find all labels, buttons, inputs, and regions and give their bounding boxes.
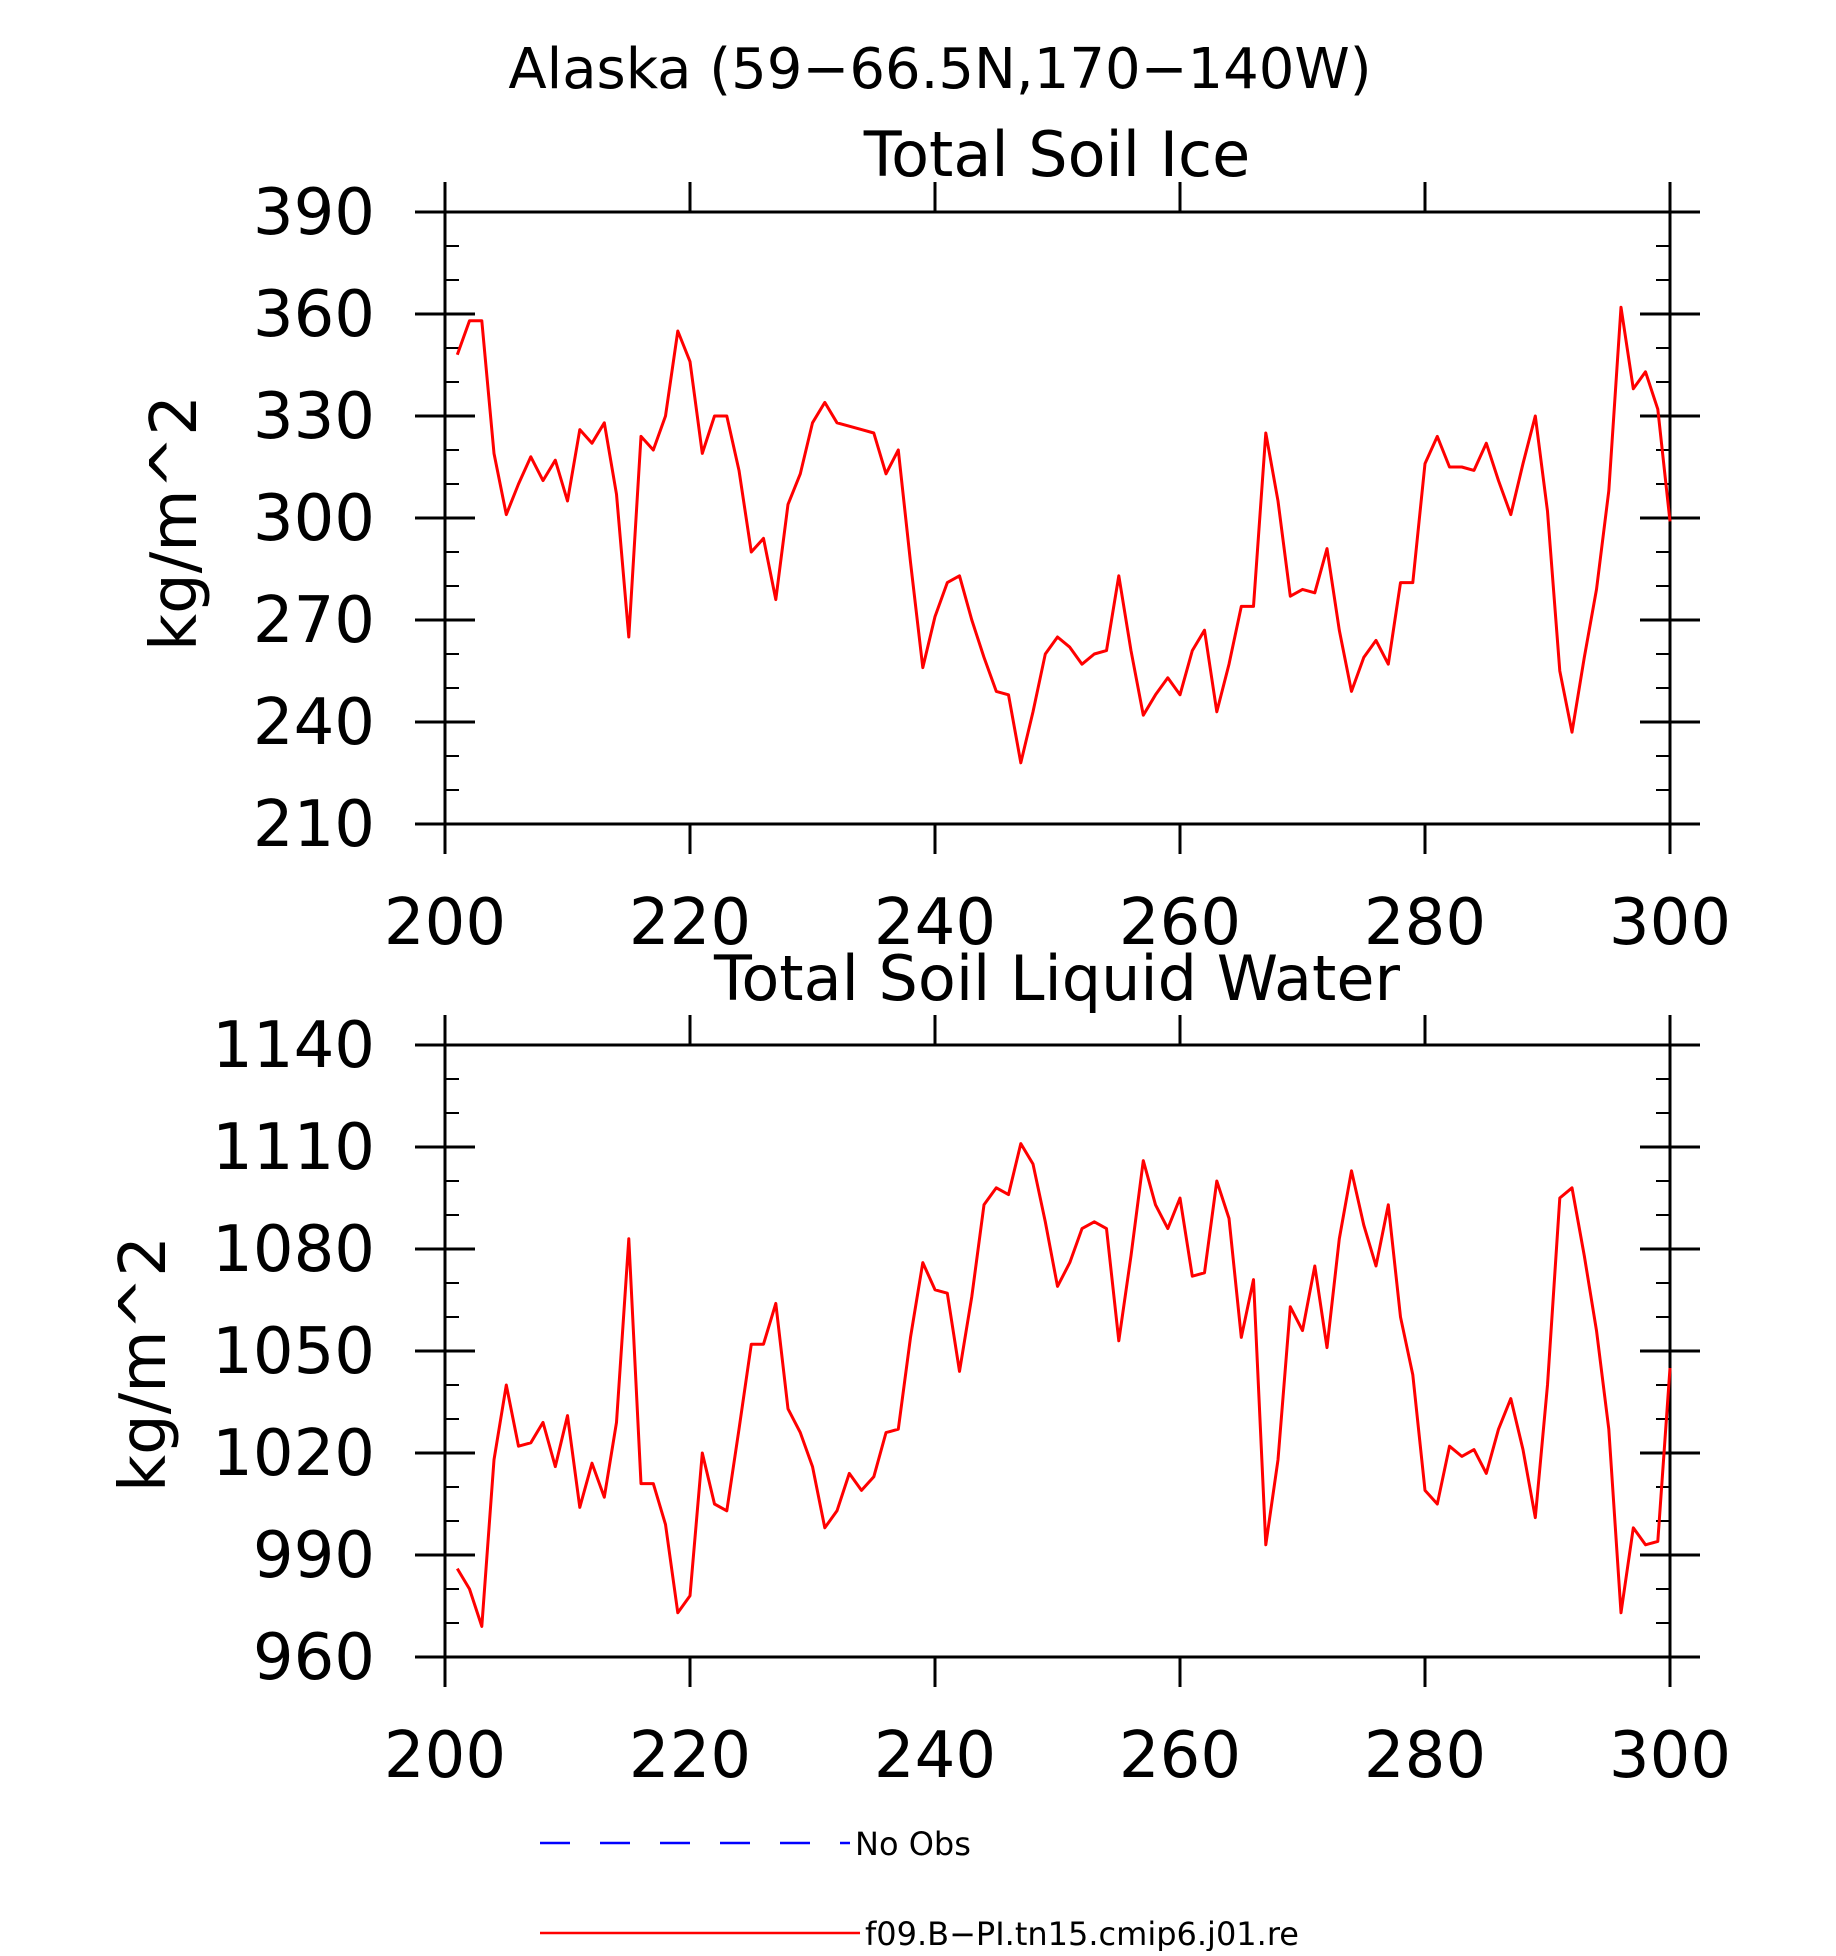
y-tick-label-soil-ice-270: 270 — [253, 584, 375, 658]
x-tick-label-soil-liquid-water-260: 260 — [1119, 1719, 1241, 1793]
x-tick-label-soil-liquid-water-280: 280 — [1364, 1719, 1486, 1793]
series-line-soil-liquid-water-0 — [456, 1142, 1672, 1628]
tick-labels-soil-liquid-water: 200 220 240 260 280 300 960 990 1020 1050 1080 1110… — [212, 1009, 1731, 1793]
ticks-soil-ice — [415, 182, 1700, 854]
y-tick-label-soil-ice-240: 240 — [253, 686, 375, 760]
y-tick-label-soil-ice-300: 300 — [253, 482, 375, 556]
ticks-soil-liquid-water — [415, 1015, 1700, 1687]
y-tick-label-soil-ice-330: 330 — [253, 380, 375, 454]
y-tick-label-soil-ice-210: 210 — [253, 788, 375, 862]
x-tick-label-soil-liquid-water-300: 300 — [1609, 1719, 1731, 1793]
x-tick-label-soil-liquid-water-200: 200 — [384, 1719, 506, 1793]
series-soil-ice — [455, 305, 1672, 765]
y-tick-label-soil-liquid-water-960: 960 — [253, 1621, 375, 1695]
y-tick-label-soil-liquid-water-1140: 1140 — [212, 1009, 375, 1083]
panel-total-soil-liquid-water: Total Soil Liquid Water kg/m^2 200 220 240… — [107, 942, 1731, 1793]
x-tick-label-soil-ice-280: 280 — [1364, 886, 1486, 960]
x-tick-label-soil-ice-220: 220 — [629, 886, 751, 960]
x-tick-label-soil-ice-200: 200 — [384, 886, 506, 960]
legend-label-model: f09.B−PI.tn15.cmip6.j01.re — [865, 1915, 1299, 1951]
legend: No Obs f09.B−PI.tn15.cmip6.j01.re — [540, 1825, 1299, 1953]
x-tick-label-soil-ice-300: 300 — [1609, 886, 1731, 960]
figure-title: Alaska (59−66.5N,170−140W) — [508, 37, 1371, 102]
y-axis-label-soil-liquid-water: kg/m^2 — [107, 1236, 181, 1492]
x-tick-label-soil-ice-240: 240 — [874, 886, 996, 960]
series-soil-liquid-water — [456, 1142, 1672, 1628]
panel-total-soil-ice: Total Soil Ice kg/m^2 200 220 240 260 280 300… — [138, 118, 1731, 960]
y-tick-label-soil-liquid-water-1080: 1080 — [212, 1213, 375, 1287]
series-line-soil-ice-0 — [455, 305, 1672, 765]
panel-title-soil-ice: Total Soil Ice — [863, 118, 1250, 191]
y-tick-label-soil-liquid-water-990: 990 — [253, 1519, 375, 1593]
y-tick-label-soil-ice-390: 390 — [253, 176, 375, 250]
y-axis-label-soil-ice: kg/m^2 — [138, 395, 212, 651]
legend-label-no-obs: No Obs — [855, 1825, 971, 1863]
y-tick-label-soil-liquid-water-1110: 1110 — [212, 1111, 375, 1185]
y-tick-label-soil-liquid-water-1050: 1050 — [212, 1315, 375, 1389]
y-tick-label-soil-liquid-water-1020: 1020 — [212, 1417, 375, 1491]
tick-labels-soil-ice: 200 220 240 260 280 300 210 240 270 300 330 360 390 — [253, 176, 1731, 960]
x-tick-label-soil-ice-260: 260 — [1119, 886, 1241, 960]
x-tick-label-soil-liquid-water-220: 220 — [629, 1719, 751, 1793]
panel-title-soil-liquid-water: Total Soil Liquid Water — [713, 942, 1400, 1015]
y-tick-label-soil-ice-360: 360 — [253, 278, 375, 352]
x-tick-label-soil-liquid-water-240: 240 — [874, 1719, 996, 1793]
